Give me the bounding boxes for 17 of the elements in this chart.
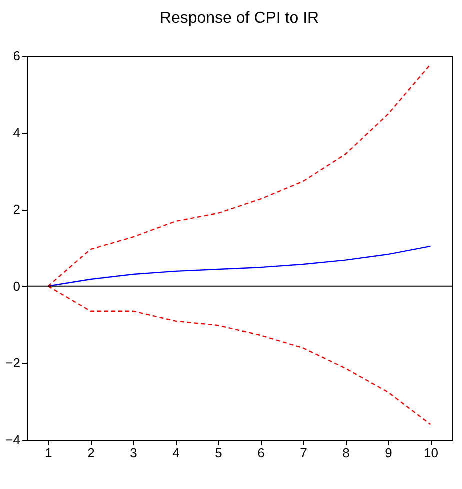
- x-tick-label: 8: [342, 446, 350, 460]
- y-tick-label: −2: [6, 356, 20, 371]
- x-tick-label: 2: [88, 446, 95, 460]
- chart-title: Response of CPI to IR: [160, 10, 320, 27]
- y-tick-label: 6: [13, 48, 20, 64]
- x-tick-label: 4: [172, 446, 180, 460]
- y-tick-label: 2: [13, 202, 20, 218]
- x-tick-label: 10: [424, 446, 438, 460]
- y-tick-label: 4: [13, 125, 20, 140]
- x-tick-label: 1: [45, 446, 52, 460]
- x-tick-label: 6: [258, 446, 265, 460]
- x-tick-label: 5: [215, 446, 222, 460]
- y-tick-label: −4: [6, 432, 20, 448]
- x-tick-label: 9: [385, 446, 392, 460]
- y-tick-label: 0: [13, 278, 20, 294]
- x-tick-label: 3: [130, 446, 138, 460]
- x-tick-label: 7: [300, 446, 308, 460]
